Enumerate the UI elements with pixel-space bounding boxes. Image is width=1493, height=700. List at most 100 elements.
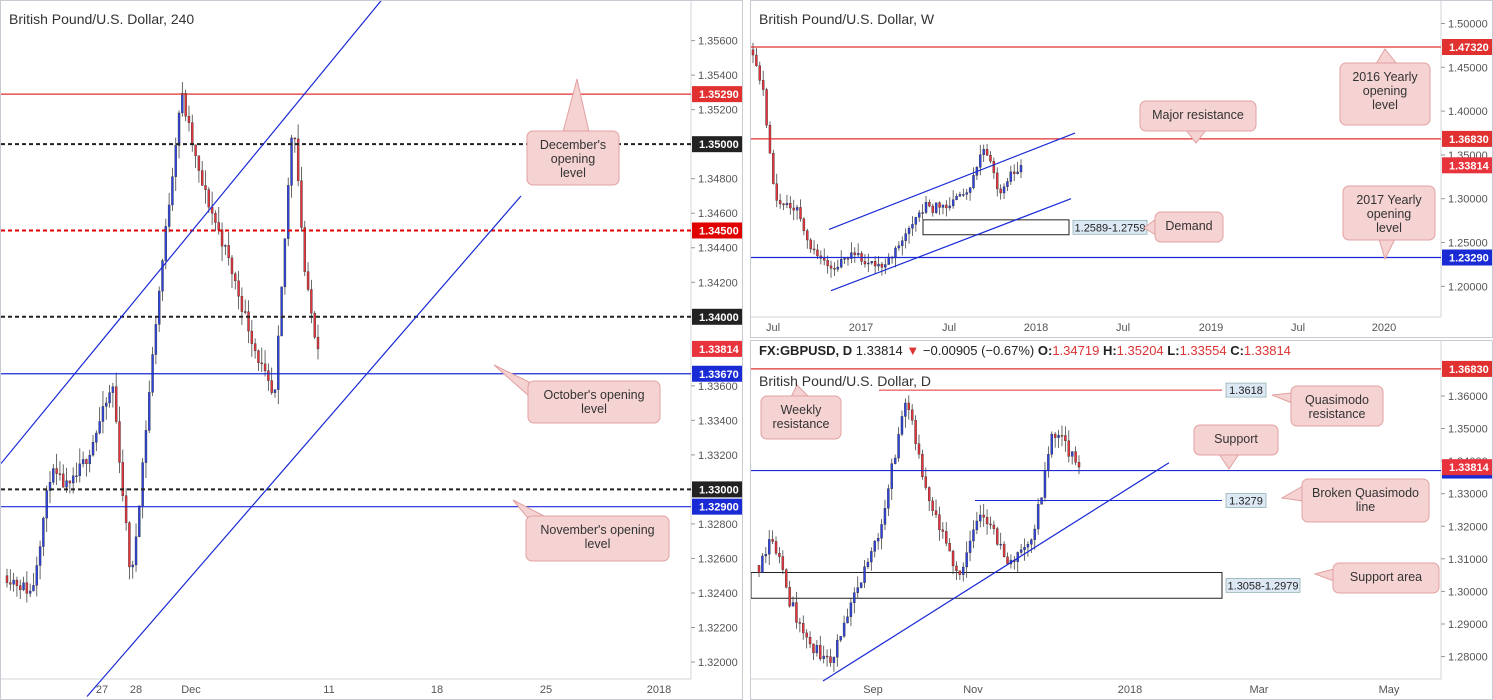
candle [52, 468, 55, 483]
candle [767, 539, 771, 555]
candle [1019, 549, 1023, 553]
candle [893, 457, 897, 464]
candle [934, 510, 938, 515]
level-price-label: 1.34500 [699, 225, 739, 237]
callout-pointer [1378, 238, 1396, 261]
level-price-tag [692, 498, 742, 515]
candle [917, 443, 921, 455]
candle [227, 245, 230, 259]
candle [95, 432, 98, 443]
candle [148, 392, 151, 431]
candle [890, 463, 893, 489]
candle [1012, 171, 1016, 174]
h4-chart[interactable]: 1.35600 1.35400 1.35200 1.34800 1.34600 1.344… [1, 1, 743, 700]
callout-text: December's [540, 138, 606, 152]
candle [257, 350, 260, 364]
candle [979, 154, 982, 168]
candle [290, 137, 293, 186]
candle [812, 248, 816, 251]
level-price-label: 1.23290 [1449, 253, 1489, 265]
candle [161, 260, 164, 292]
candle [303, 227, 306, 272]
candle [5, 575, 9, 583]
level-price-tag [1442, 360, 1492, 377]
candle [154, 324, 158, 355]
candle [839, 635, 842, 641]
candle [853, 252, 856, 256]
daily-high-label: H: [1102, 343, 1117, 358]
last-price-label: 1.33814 [1449, 462, 1490, 474]
candle [138, 505, 141, 537]
x-tick-label: Mar [1250, 684, 1269, 696]
candle [782, 203, 785, 206]
y-tick-label: 1.45000 [1448, 62, 1488, 74]
candle [799, 207, 802, 220]
candle [1030, 539, 1033, 545]
callout-text: Support area [1350, 570, 1422, 584]
candle [1002, 543, 1006, 558]
h4-chart-title: British Pound/U.S. Dollar, 240 [9, 11, 195, 27]
candle [283, 238, 287, 288]
candle [825, 655, 829, 658]
y-tick-label: 1.30000 [1448, 586, 1488, 598]
candle [836, 266, 840, 270]
callout-pointer [493, 364, 530, 398]
y-tick-label: 1.32000 [1448, 521, 1488, 533]
daily-chart[interactable]: 1.360001.350001.340001.330001.320001.310… [751, 341, 1493, 700]
x-tick-label: Nov [963, 684, 983, 696]
weekly-chart-panel[interactable]: 1.50000 1.45000 1.40000 1.35000 1.30000 1.250… [750, 0, 1493, 338]
x-tick-label: 2017 [849, 322, 873, 334]
candle [1057, 435, 1060, 438]
y-tick-label: 1.32000 [698, 657, 738, 669]
candle [1036, 504, 1040, 530]
daily-low: 1.33554 [1179, 343, 1227, 358]
zone-label: 1.3058-1.2979 [1228, 580, 1299, 592]
candle [849, 602, 853, 617]
down-triangle-icon: ▼ [906, 343, 920, 358]
candle [989, 523, 992, 526]
candle [1050, 433, 1053, 455]
daily-close: 1.33814 [1243, 343, 1291, 358]
candle [880, 524, 883, 539]
candle [972, 175, 975, 189]
candle [941, 204, 945, 208]
candle [806, 230, 809, 241]
x-tick-label: 28 [130, 684, 142, 696]
last-price-tag [1442, 157, 1492, 174]
candle [1067, 440, 1071, 457]
y-tick-label: 1.29000 [1448, 619, 1488, 631]
candle [234, 273, 237, 282]
y-tick-label: 1.34600 [698, 208, 738, 220]
candle [131, 564, 134, 568]
candle [850, 252, 853, 259]
daily-chart-panel[interactable]: 1.360001.350001.340001.330001.320001.310… [750, 340, 1493, 700]
candle [826, 260, 829, 267]
candle [979, 514, 982, 522]
weekly-chart[interactable]: 1.500001.450001.400001.350001.300001.250… [751, 1, 1493, 338]
callout-text: level [585, 537, 611, 551]
candle [751, 49, 755, 56]
ray-label: 1.3618 [1229, 385, 1263, 397]
candle [887, 488, 890, 509]
callout-pointer [1271, 392, 1293, 404]
candle [105, 402, 108, 407]
candle [1074, 451, 1077, 463]
zone-label: 1.2589-1.2759 [1075, 222, 1146, 234]
candle [843, 258, 846, 260]
candle [955, 196, 958, 200]
y-tick-label: 1.33400 [698, 415, 738, 427]
y-tick-label: 1.36000 [1448, 391, 1488, 403]
trend-line [822, 462, 1170, 682]
candle [263, 363, 267, 371]
candle [863, 261, 867, 265]
candle [914, 217, 918, 225]
candle [144, 430, 148, 463]
callout-box [1139, 100, 1257, 132]
h4-chart-panel[interactable]: 1.35600 1.35400 1.35200 1.34800 1.34600 1.344… [0, 0, 743, 700]
candle [982, 514, 985, 518]
candle [958, 570, 962, 575]
daily-last: 1.33814 [855, 343, 903, 358]
callout: Support area [1313, 562, 1440, 594]
candle [832, 656, 836, 663]
candle [1006, 556, 1009, 565]
